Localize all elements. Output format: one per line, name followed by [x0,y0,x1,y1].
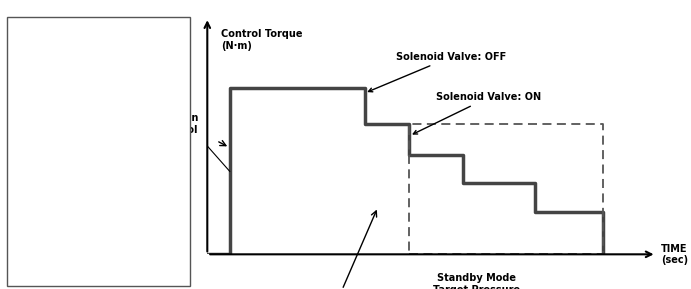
Ellipse shape [77,181,124,195]
Text: Accelerating From a
Stop on Dry Pavement: Accelerating From a Stop on Dry Pavement [43,242,158,262]
Text: TIME
(sec): TIME (sec) [661,244,688,265]
Bar [122,159,141,191]
Bar [54,92,73,124]
Text: Standby Mode
Target Pressure: Standby Mode Target Pressure [433,273,520,289]
FancyBboxPatch shape [17,233,184,271]
Bar [54,159,73,191]
Bar [122,92,141,124]
FancyBboxPatch shape [57,68,143,215]
Ellipse shape [77,74,124,90]
Text: Solenoid Valve: ON: Solenoid Valve: ON [413,92,542,134]
Text: Solenoid Valve: OFF: Solenoid Valve: OFF [368,52,507,92]
Text: Pressurization
Control: Pressurization Control [119,113,198,135]
Text: Control Torque
(N·m): Control Torque (N·m) [220,29,302,51]
